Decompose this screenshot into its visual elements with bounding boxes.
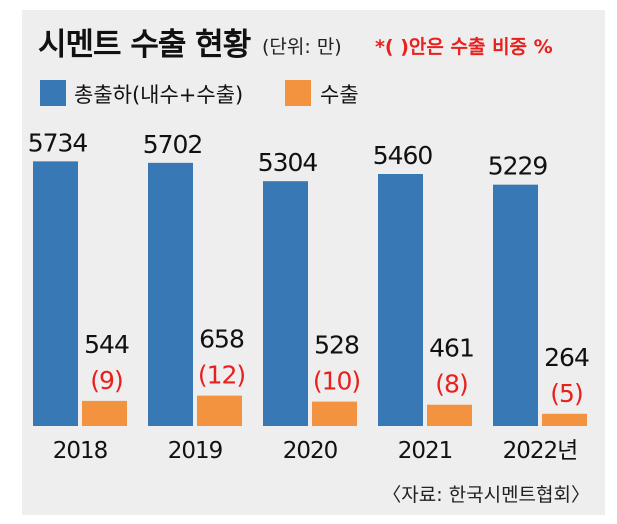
share-note: *( )안은 수출 비중 % xyxy=(375,36,553,58)
total-bar xyxy=(263,181,308,426)
total-value-label: 5734 xyxy=(28,128,88,157)
total-bar xyxy=(148,162,193,427)
total-value-label: 5702 xyxy=(143,130,203,159)
year-label: 2019 xyxy=(168,438,223,464)
export-bar xyxy=(427,404,472,426)
year-label: 2021 xyxy=(398,438,453,464)
legend-swatch-export xyxy=(285,80,311,106)
total-bar xyxy=(493,184,538,426)
bars-group: 5734 544 (9) 2018 5702 658 (12) 2019 5304 528 (10)… xyxy=(28,128,590,464)
chart-card: 시멘트 수출 현황 (단위: 만) *( )안은 수출 비중 % 총출하(내수+… xyxy=(22,10,605,515)
bar-chart: 시멘트 수출 현황 (단위: 만) *( )안은 수출 비중 % 총출하(내수+… xyxy=(28,27,590,506)
source-note: 〈자료: 한국시멘트협회〉 xyxy=(382,484,590,506)
year-label: 2018 xyxy=(53,438,108,464)
export-value-label: 544 xyxy=(84,330,129,359)
total-value-label: 5229 xyxy=(488,152,548,181)
total-bar xyxy=(33,161,78,426)
export-share-label: (10) xyxy=(313,367,360,396)
export-share-label: (12) xyxy=(198,361,245,390)
total-bar xyxy=(378,174,423,426)
unit-label: (단위: 만) xyxy=(262,36,342,58)
year-label: 2022년 xyxy=(503,438,578,464)
legend-swatch-total xyxy=(40,80,66,106)
total-value-label: 5304 xyxy=(258,148,318,177)
legend-label-total: 총출하(내수+수출) xyxy=(74,83,243,107)
export-value-label: 264 xyxy=(544,343,589,372)
export-bar xyxy=(542,413,587,426)
export-share-label: (9) xyxy=(90,366,122,395)
export-share-label: (5) xyxy=(550,379,582,408)
chart-title: 시멘트 수출 현황 xyxy=(38,27,251,63)
export-value-label: 658 xyxy=(199,325,244,354)
export-bar xyxy=(197,395,242,426)
export-bar xyxy=(312,401,357,426)
export-value-label: 528 xyxy=(314,331,359,360)
legend-label-export: 수출 xyxy=(320,83,359,107)
export-value-label: 461 xyxy=(429,334,474,363)
total-value-label: 5460 xyxy=(373,141,433,170)
export-bar xyxy=(82,400,127,426)
year-label: 2020 xyxy=(283,438,338,464)
export-share-label: (8) xyxy=(435,370,467,399)
